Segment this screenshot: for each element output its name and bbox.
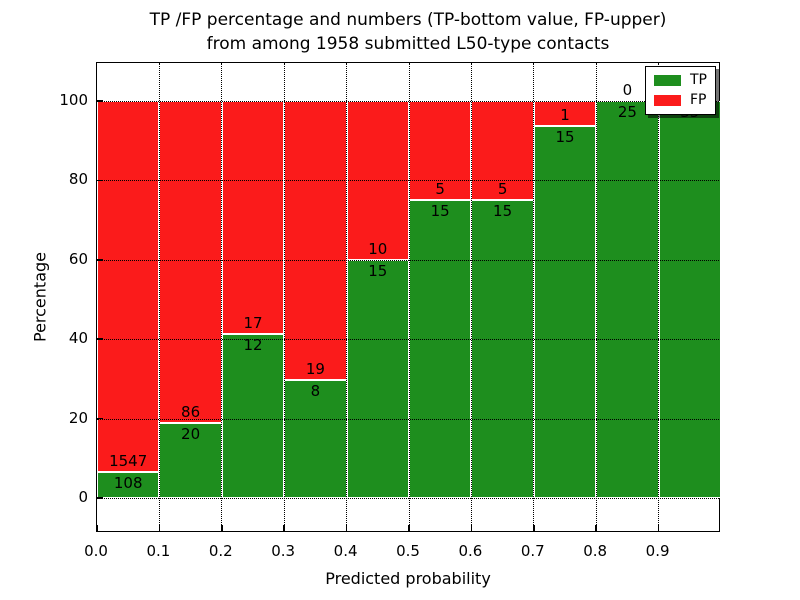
bar-count-label-tp: 15 — [493, 202, 513, 221]
vertical-gridline — [470, 63, 472, 531]
bar-count-label-tp: 15 — [368, 261, 388, 280]
bar-segment-tp — [284, 380, 347, 498]
y-tick-label: 60 — [68, 249, 88, 268]
bar-count-label-fp: 5 — [497, 180, 508, 199]
bar-count-label-tp: 8 — [310, 382, 321, 401]
y-tick-label: 80 — [68, 170, 88, 189]
bar-count-label-fp: 10 — [368, 239, 388, 258]
plot-area: 1547108862017121981015515515115025035 — [96, 62, 721, 532]
bar-segment-tp — [159, 423, 222, 498]
x-tick-label: 0.7 — [520, 542, 545, 560]
x-tick-label: 0.9 — [645, 542, 670, 560]
x-axis-label: Predicted probability — [325, 569, 491, 588]
y-tick-mark — [97, 259, 103, 261]
bar-segment-tp — [221, 333, 285, 498]
legend-row-fp: FP — [654, 93, 707, 108]
vertical-gridline — [158, 63, 160, 531]
vertical-gridline — [533, 63, 535, 531]
bar-segment-tp — [533, 125, 597, 498]
x-tick-label: 0.3 — [271, 542, 296, 560]
bar-count-label-fp: 5 — [435, 180, 445, 199]
y-tick-label: 0 — [78, 488, 88, 506]
bar-count-label-tp: 25 — [617, 103, 637, 121]
vertical-gridline — [346, 63, 348, 531]
vertical-gridline — [221, 63, 223, 531]
bar-segment-fp — [221, 101, 285, 334]
legend-swatch-tp-icon — [654, 75, 681, 86]
y-tick-mark — [97, 100, 103, 102]
x-tick-mark — [470, 525, 473, 531]
bar-segment-tp — [596, 101, 659, 498]
x-tick-mark — [595, 525, 597, 531]
x-tick-label: 0.6 — [458, 542, 483, 560]
x-tick-mark — [533, 525, 535, 531]
bar-count-label-fp: 1 — [560, 105, 570, 124]
bar-segment-tp — [658, 101, 721, 498]
x-tick-label: 0.5 — [396, 542, 420, 560]
horizontal-gridline — [97, 180, 719, 182]
x-tick-label: 0.2 — [208, 542, 233, 560]
bar-count-label-tp: 108 — [113, 474, 143, 493]
chart-title-line1: TP /FP percentage and numbers (TP-bottom… — [149, 10, 667, 30]
y-tick-label: 100 — [59, 91, 88, 109]
x-tick-label: 0.8 — [583, 542, 608, 560]
bar-count-label-tp: 15 — [555, 127, 575, 146]
vertical-gridline — [595, 63, 597, 531]
bar-segment-tp — [97, 472, 160, 498]
horizontal-gridline — [97, 339, 719, 341]
horizontal-gridline — [97, 498, 719, 499]
x-tick-mark — [96, 525, 98, 531]
chart-title: TP /FP percentage and numbers (TP-bottom… — [96, 8, 720, 56]
bar-count-label-fp: 86 — [181, 403, 201, 422]
vertical-gridline — [283, 63, 285, 531]
horizontal-gridline — [97, 259, 719, 261]
vertical-gridline — [408, 63, 410, 531]
x-tick-mark — [408, 525, 410, 531]
bar-segment-tp — [346, 259, 409, 498]
y-tick-mark — [97, 338, 103, 340]
x-tick-label: 0.1 — [146, 542, 171, 560]
bar-count-label-fp: 0 — [622, 81, 633, 99]
horizontal-gridline — [97, 101, 719, 102]
x-tick-mark — [283, 525, 285, 531]
x-tick-mark — [221, 525, 223, 531]
y-tick-mark — [97, 497, 103, 499]
legend-label-fp: FP — [690, 92, 707, 108]
bar-segment-fp — [284, 101, 347, 381]
y-tick-label: 20 — [68, 408, 88, 427]
x-tick-label: 0.0 — [84, 542, 108, 560]
bar-count-label-fp: 19 — [305, 360, 325, 379]
y-tick-mark — [97, 179, 103, 182]
bar-count-label-tp: 20 — [181, 425, 201, 444]
legend-label-tp: TP — [690, 72, 707, 88]
bar-segment-tp — [409, 200, 472, 498]
bar-segment-fp — [471, 101, 534, 201]
bar-count-label-tp: 15 — [430, 202, 450, 221]
x-tick-mark — [158, 525, 161, 531]
bar-segment-fp — [97, 101, 160, 473]
bar-segment-fp — [159, 101, 222, 424]
legend: TP FP — [645, 66, 716, 115]
legend-swatch-fp-icon — [654, 95, 681, 106]
horizontal-gridline — [97, 418, 719, 420]
legend-row-tp: TP — [654, 73, 707, 88]
x-tick-mark — [345, 525, 348, 531]
bar-count-label-tp: 12 — [243, 335, 263, 354]
bar-count-label-fp: 1547 — [109, 452, 148, 471]
vertical-gridline — [658, 63, 660, 531]
y-tick-mark — [97, 417, 103, 420]
chart-title-line2: from among 1958 submitted L50-type conta… — [206, 34, 610, 54]
x-tick-mark — [657, 525, 660, 531]
y-tick-label: 40 — [68, 329, 88, 348]
bar-count-label-fp: 17 — [243, 313, 263, 332]
x-tick-label: 0.4 — [333, 542, 358, 560]
bar-segment-tp — [471, 200, 534, 498]
